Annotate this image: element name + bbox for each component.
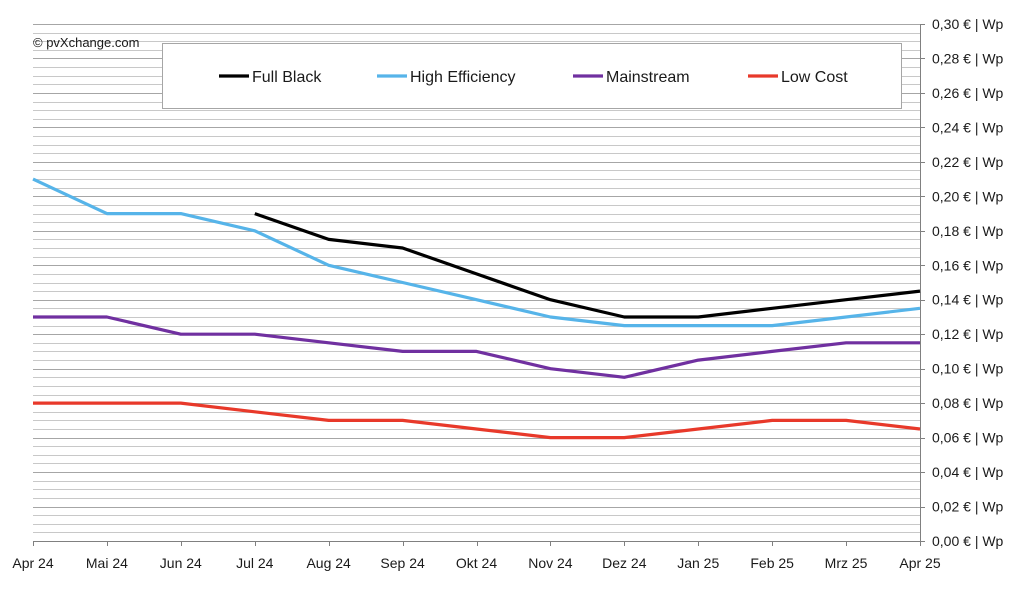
- y-tick-label: 0,22 € | Wp: [932, 154, 1004, 170]
- x-tick-label: Nov 24: [528, 555, 573, 571]
- x-tick-label: Apr 25: [899, 555, 940, 571]
- y-tick-label: 0,28 € | Wp: [932, 50, 1004, 66]
- x-tick-label: Aug 24: [306, 555, 351, 571]
- copyright-label: © pvXchange.com: [33, 35, 139, 50]
- legend-label-full-black: Full Black: [252, 69, 322, 86]
- x-tick-label: Dez 24: [602, 555, 647, 571]
- series-line-full-black: [254, 212, 921, 319]
- x-tick-label: Jul 24: [236, 555, 274, 571]
- y-tick-label: 0,20 € | Wp: [932, 188, 1004, 204]
- series-line-mainstream: [33, 315, 920, 379]
- y-tick-label: 0,08 € | Wp: [932, 395, 1004, 411]
- legend-box: [162, 43, 902, 109]
- y-tick-label: 0,10 € | Wp: [932, 361, 1004, 377]
- x-tick-label: Sep 24: [380, 555, 425, 571]
- y-tick-label: 0,16 € | Wp: [932, 257, 1004, 273]
- y-tick-label: 0,30 € | Wp: [932, 16, 1004, 32]
- y-tick-label: 0,26 € | Wp: [932, 85, 1004, 101]
- y-tick-label: 0,24 € | Wp: [932, 119, 1004, 135]
- x-tick-label: Jun 24: [160, 555, 202, 571]
- series-line-high-efficiency: [32, 177, 921, 328]
- legend-label-low-cost: Low Cost: [781, 69, 848, 86]
- legend: Full Black High Efficiency Mainstream Low C…: [162, 43, 902, 109]
- y-tick-label: 0,02 € | Wp: [932, 499, 1004, 515]
- y-tick-label: 0,06 € | Wp: [932, 430, 1004, 446]
- y-tick-label: 0,00 € | Wp: [932, 533, 1004, 549]
- y-tick-label: 0,18 € | Wp: [932, 223, 1004, 239]
- x-tick-label: Mai 24: [86, 555, 128, 571]
- x-tick-label: Mrz 25: [825, 555, 868, 571]
- axes: 0,00 € | Wp 0,02 € | Wp 0,04 € | Wp 0,06 € …: [12, 16, 1003, 571]
- legend-label-mainstream: Mainstream: [606, 69, 690, 86]
- legend-label-high-efficiency: High Efficiency: [410, 69, 516, 86]
- x-tick-label: Apr 24: [12, 555, 53, 571]
- y-tick-label: 0,04 € | Wp: [932, 464, 1004, 480]
- y-tick-label: 0,14 € | Wp: [932, 292, 1004, 308]
- x-tick-label: Okt 24: [456, 555, 497, 571]
- x-tick-label: Feb 25: [750, 555, 794, 571]
- y-tick-label: 0,12 € | Wp: [932, 326, 1004, 342]
- series-line-low-cost: [33, 401, 921, 440]
- series-lines: [32, 177, 921, 440]
- x-tick-label: Jan 25: [677, 555, 719, 571]
